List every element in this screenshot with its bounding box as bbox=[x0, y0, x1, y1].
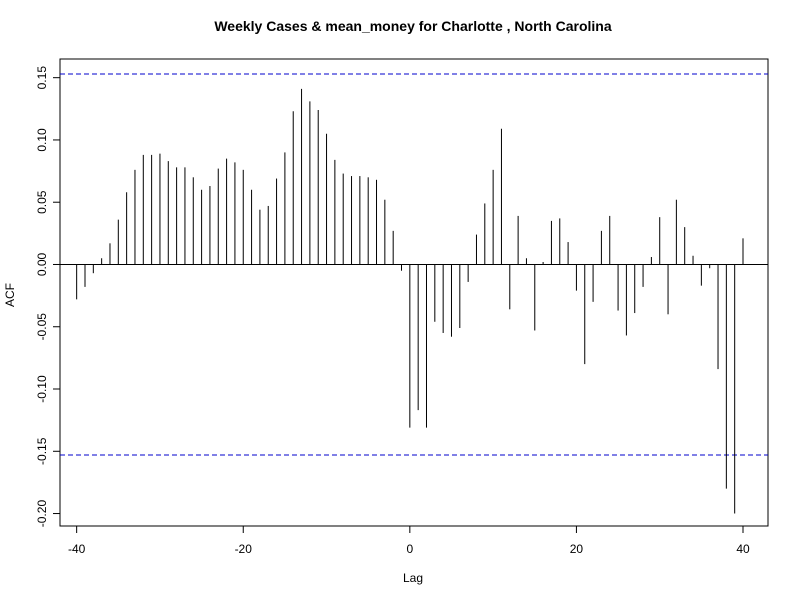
x-tick-label: -40 bbox=[68, 542, 86, 556]
x-tick-label: -20 bbox=[235, 542, 253, 556]
x-tick-label: 20 bbox=[570, 542, 584, 556]
x-tick-label: 0 bbox=[406, 542, 413, 556]
y-tick-label: -0.15 bbox=[35, 437, 49, 465]
y-tick-label: -0.20 bbox=[35, 500, 49, 528]
y-tick-label: -0.05 bbox=[35, 313, 49, 341]
y-tick-label: 0.00 bbox=[35, 252, 49, 276]
plot-frame bbox=[59, 58, 769, 527]
y-tick-label: 0.15 bbox=[35, 66, 49, 90]
y-tick-label: -0.10 bbox=[35, 375, 49, 403]
y-tick-label: 0.05 bbox=[35, 190, 49, 214]
y-axis-label: ACF bbox=[3, 283, 17, 307]
x-axis-label: Lag bbox=[403, 571, 423, 585]
y-tick-label: 0.10 bbox=[35, 128, 49, 152]
chart-title: Weekly Cases & mean_money for Charlotte … bbox=[214, 18, 612, 34]
x-tick-label: 40 bbox=[736, 542, 750, 556]
